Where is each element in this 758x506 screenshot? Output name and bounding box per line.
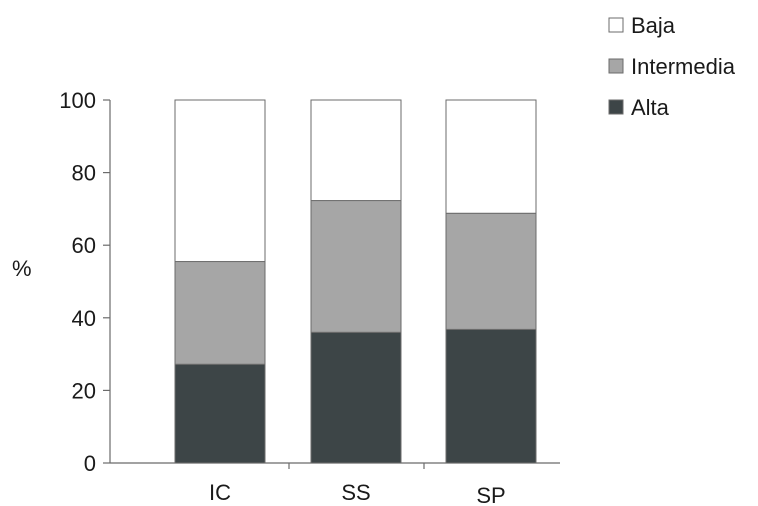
bar-segment-alta-ss xyxy=(310,331,402,464)
x-tick-label: SS xyxy=(341,480,370,505)
y-axis-label: % xyxy=(12,256,32,281)
bar-segment-alta-sp xyxy=(445,328,537,464)
y-tick-label: 20 xyxy=(72,378,96,403)
bar-segment-intermedia-sp xyxy=(445,212,537,330)
legend-label-alta: Alta xyxy=(631,95,670,120)
y-tick-label: 40 xyxy=(72,306,96,331)
legend-swatch-alta xyxy=(608,99,624,115)
y-tick-label: 60 xyxy=(72,233,96,258)
x-tick-label: IC xyxy=(209,480,231,505)
bar-segment-baja-ss xyxy=(310,99,402,202)
legend-swatch-intermedia xyxy=(608,58,624,74)
y-tick-label: 80 xyxy=(72,161,96,186)
axes: 0 20 40 60 80 100 IC SS SP xyxy=(59,88,560,506)
x-tick-label: SP xyxy=(476,483,505,506)
bar-segment-intermedia-ss xyxy=(310,200,402,333)
legend-label-baja: Baja xyxy=(631,13,676,38)
y-tick-label: 100 xyxy=(59,88,96,113)
bar-segment-baja-sp xyxy=(445,99,537,214)
bar-segment-intermedia-ic xyxy=(174,261,266,365)
y-tick-label: 0 xyxy=(84,451,96,476)
bars xyxy=(174,99,537,464)
legend-swatch-baja xyxy=(608,17,624,33)
legend-label-intermedia: Intermedia xyxy=(631,54,736,79)
legend: Baja Intermedia Alta xyxy=(608,13,736,120)
bar-segment-alta-ic xyxy=(174,363,266,464)
bar-segment-baja-ic xyxy=(174,99,266,263)
